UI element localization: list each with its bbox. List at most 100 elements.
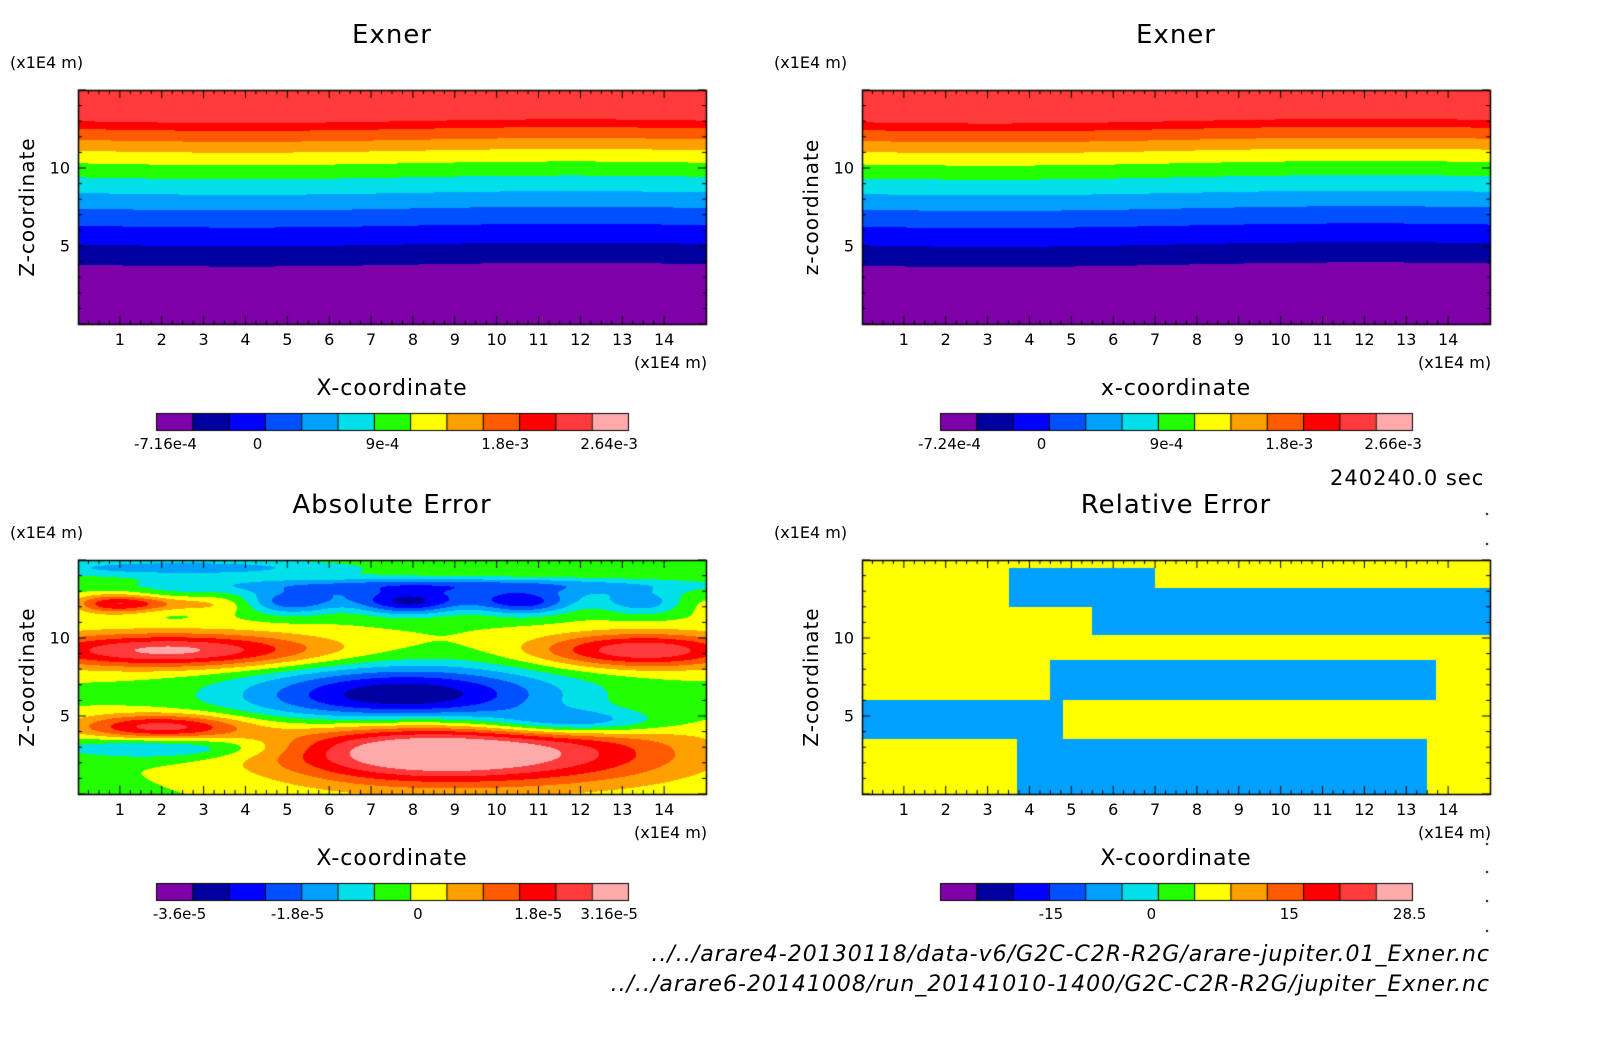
panel1-xlabel: X-coordinate (316, 376, 468, 401)
x-tick-label: 7 (365, 800, 377, 819)
colorbar-tick-label: -1.8e-5 (270, 905, 325, 923)
panel2-title: Exner (1136, 20, 1216, 50)
x-tick-label: 8 (407, 800, 419, 819)
x-tick-label: 14 (1437, 800, 1459, 819)
x-tick-label: 10 (486, 800, 507, 819)
panel1-y-unit: (x1E4 m) (10, 53, 84, 72)
x-tick-label: 5 (1066, 330, 1077, 349)
x-tick-label: 2 (156, 330, 167, 349)
x-tick-label: 9 (449, 330, 460, 349)
x-tick-label: 1 (114, 800, 125, 819)
x-tick-label: 11 (528, 800, 549, 819)
x-tick-label: 4 (240, 330, 251, 349)
x-tick-label: 13 (612, 330, 633, 349)
x-tick-label: 6 (324, 800, 335, 819)
y-tick-label: 5 (843, 236, 854, 256)
panel4-xlabel: X-coordinate (1100, 846, 1252, 871)
x-tick-label: 4 (240, 800, 251, 819)
x-tick-label: 4 (1024, 800, 1035, 819)
x-tick-label: 10 (486, 330, 507, 349)
colorbar-tick-label: 2.64e-3 (580, 435, 638, 453)
x-tick-label: 3 (982, 800, 993, 819)
x-tick-label: 9 (1233, 800, 1244, 819)
x-tick-label: 6 (324, 330, 335, 349)
x-tick-label: 1 (898, 330, 909, 349)
x-tick-label: 6 (1108, 800, 1119, 819)
x-tick-label: 10 (1270, 800, 1291, 819)
colorbar-tick-label: -7.16e-4 (133, 435, 197, 453)
file-path-2: ../../arare6-20141008/run_20141010-1400/… (610, 972, 1490, 997)
panel4-ylabel: Z-coordinate (799, 607, 823, 747)
colorbar-tick-label: -15 (1038, 905, 1064, 923)
colorbar-tick-label: 1.8e-5 (514, 905, 563, 923)
time-label: 240240.0 sec (1330, 466, 1485, 490)
colorbar-tick-label: -3.6e-5 (152, 905, 207, 923)
x-tick-label: 9 (449, 800, 460, 819)
colorbar-tick-label: -7.24e-4 (917, 435, 981, 453)
colorbar-tick-label: 3.16e-5 (580, 905, 638, 923)
x-tick-label: 9 (1233, 330, 1244, 349)
colorbar-tick-label: 28.5 (1392, 905, 1427, 923)
x-tick-label: 14 (1437, 330, 1459, 349)
panel2-ylabel: z-coordinate (799, 138, 823, 276)
panel3-y-unit: (x1E4 m) (10, 523, 84, 542)
panel3-title: Absolute Error (292, 490, 492, 520)
colorbar-tick-label: 9e-4 (1149, 435, 1184, 453)
y-tick-label: 10 (49, 158, 70, 178)
x-tick-label: 13 (612, 800, 633, 819)
colorbar-tick-label: 2.66e-3 (1364, 435, 1422, 453)
x-tick-label: 8 (407, 330, 419, 349)
x-tick-label: 2 (940, 330, 951, 349)
panel3-ylabel: Z-coordinate (15, 607, 39, 747)
x-tick-label: 12 (1354, 800, 1375, 819)
panel4-title: Relative Error (1080, 490, 1272, 520)
colorbar-tick-label: 0 (252, 435, 263, 453)
x-tick-label: 10 (1270, 330, 1291, 349)
file-path-1: ../../arare4-20130118/data-v6/G2C-C2R-R2… (651, 942, 1490, 967)
x-tick-label: 11 (1312, 330, 1333, 349)
panel3-xlabel: X-coordinate (316, 846, 468, 871)
x-tick-label: 2 (940, 800, 951, 819)
panel4-y-unit: (x1E4 m) (774, 523, 848, 542)
y-tick-label: 5 (843, 706, 854, 726)
x-tick-label: 12 (570, 800, 591, 819)
x-tick-label: 8 (1191, 800, 1203, 819)
x-tick-label: 8 (1191, 330, 1203, 349)
x-tick-label: 3 (198, 330, 209, 349)
x-tick-label: 13 (1396, 330, 1417, 349)
x-tick-label: 1 (114, 330, 125, 349)
x-tick-label: 7 (1149, 800, 1161, 819)
y-tick-label: 5 (59, 236, 70, 256)
panel3-x-unit: (x1E4 m) (634, 823, 708, 842)
x-tick-label: 2 (156, 800, 167, 819)
panel1-title: Exner (352, 20, 432, 50)
colorbar-tick-label: 1.8e-3 (481, 435, 530, 453)
x-tick-label: 5 (282, 330, 293, 349)
x-tick-label: 4 (1024, 330, 1035, 349)
x-tick-label: 14 (653, 330, 675, 349)
x-tick-label: 13 (1396, 800, 1417, 819)
panel2-xlabel: x-coordinate (1100, 376, 1252, 401)
x-tick-label: 5 (1066, 800, 1077, 819)
x-tick-label: 6 (1108, 330, 1119, 349)
panel4-x-unit: (x1E4 m) (1418, 823, 1492, 842)
panel1-ylabel: Z-coordinate (15, 137, 39, 277)
panel2-x-unit: (x1E4 m) (1418, 353, 1492, 372)
x-tick-label: 7 (365, 330, 377, 349)
x-tick-label: 3 (982, 330, 993, 349)
colorbar-tick-label: 9e-4 (365, 435, 400, 453)
y-tick-label: 10 (49, 628, 70, 648)
colorbar-tick-label: 15 (1279, 905, 1299, 923)
x-tick-label: 12 (1354, 330, 1375, 349)
y-tick-label: 10 (833, 628, 854, 648)
panel1-x-unit: (x1E4 m) (634, 353, 708, 372)
y-tick-label: 10 (833, 158, 854, 178)
colorbar-tick-label: 0 (1036, 435, 1047, 453)
panel2-y-unit: (x1E4 m) (774, 53, 848, 72)
x-tick-label: 7 (1149, 330, 1161, 349)
x-tick-label: 11 (1312, 800, 1333, 819)
colorbar-tick-label: 1.8e-3 (1265, 435, 1314, 453)
y-tick-label: 5 (59, 706, 70, 726)
x-tick-label: 12 (570, 330, 591, 349)
